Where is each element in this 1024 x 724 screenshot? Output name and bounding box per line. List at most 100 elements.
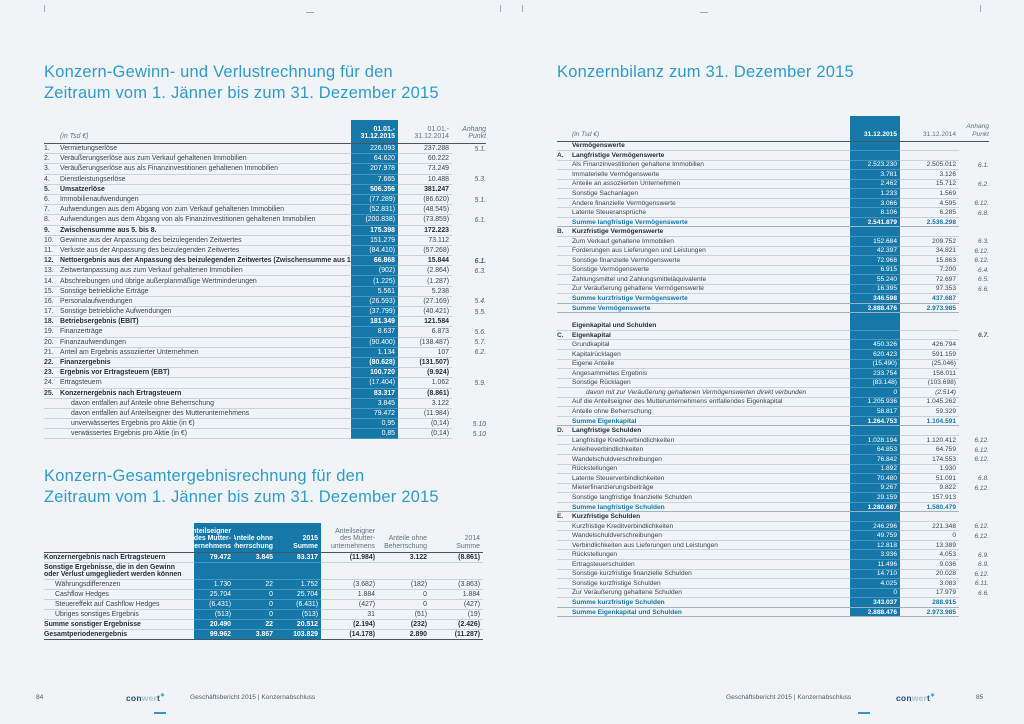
value-2014: 1.104.591 <box>900 417 959 427</box>
anhang-ref <box>452 389 486 399</box>
value-2015: 42.397 <box>850 246 900 257</box>
row-label: Eigenkapital <box>572 331 850 341</box>
value-2015: 64.853 <box>850 445 900 455</box>
value-2014 <box>900 331 959 341</box>
pnl-row: 13. Zeitwertanpassung aus zum Verkauf geh… <box>44 266 487 277</box>
value-2014: (25.046) <box>900 360 959 370</box>
value-2015: 2.888.476 <box>850 303 900 314</box>
value-2014 <box>378 563 430 581</box>
value-2015: 151.279 <box>351 235 398 246</box>
row-label: Konzernergebnis nach Ertragsteuern <box>60 389 351 399</box>
value-2014: (427) <box>321 600 378 611</box>
page-left: Konzern-Gewinn- und Verlustrechnung für … <box>44 62 487 641</box>
value-2014: (11.984) <box>321 553 378 564</box>
value-2014: 1.884 <box>430 590 483 601</box>
row-number: 22. <box>44 358 60 369</box>
row-label: Anteile an assoziierten Unternehmen <box>572 180 850 190</box>
value-2014: 13.389 <box>900 541 959 551</box>
value-2014: 3.083 <box>900 579 959 589</box>
anhang-ref <box>959 417 989 427</box>
anhang-ref: 6.3. <box>978 238 989 246</box>
value-2015: (84.410) <box>351 245 398 257</box>
value-2015: 8.106 <box>850 208 900 218</box>
value-2015: 620.423 <box>850 349 900 360</box>
value-2014: 4.595 <box>900 199 959 209</box>
value-2014: (2.514) <box>900 388 959 398</box>
row-label: Sonstige betriebliche Erträge <box>60 287 351 297</box>
anhang-ref <box>959 350 989 360</box>
row-label: Rückstellungen <box>572 550 850 561</box>
row-label: Grundkapital <box>572 340 850 350</box>
anhang-ref <box>959 503 989 513</box>
value-2015: 55.240 <box>850 275 900 285</box>
anhang-ref <box>452 205 486 215</box>
value-2014: (3.682) <box>321 580 378 591</box>
section-letter <box>557 237 572 247</box>
section-letter: E. <box>557 512 572 522</box>
pnl-row: verwässertes Ergebnis pro Aktie (in €) 0,… <box>44 429 486 440</box>
balance-row: Anteile ohne Beherrschung 58.817 59.329 <box>557 407 989 417</box>
value-2015: 79.472 <box>194 553 234 564</box>
anhang-ref: 6.12. <box>974 532 989 540</box>
value-2014: (2.426) <box>430 620 483 631</box>
oci-row-item: Währungsdifferenzen 1.730 22 1.752 (3.682) (1… <box>44 580 486 591</box>
row-label: Sonstige Rücklagen <box>572 379 850 389</box>
spacer-cell <box>44 523 194 554</box>
value-2015: 3.781 <box>850 170 900 180</box>
row-label: Summe Vermögenswerte <box>572 304 850 314</box>
row-label: davon entfallen auf Anteilseigner des Mu… <box>60 409 351 420</box>
row-label: Summe Eigenkapital und Schulden <box>572 608 850 618</box>
balance-row: Summe Eigenkapital und Schulden 2.888.476… <box>557 607 989 618</box>
pnl-row: 12. Nettoergebnis aus der Anpassung des b… <box>44 256 486 267</box>
row-label: Gewinne aus der Anpassung des beizulegen… <box>60 236 351 246</box>
value-2014: (103.698) <box>900 379 959 389</box>
row-label: Vermietungserlöse <box>60 144 351 155</box>
value-2015: 20.512 <box>276 620 321 631</box>
value-2015: (17.404) <box>351 378 398 389</box>
balance-row: B. Kurzfristige Vermögenswerte <box>557 227 989 237</box>
title-line: Konzernbilanz zum 31. Dezember 2015 <box>557 63 854 81</box>
anhang-ref: 5.1. <box>474 145 487 153</box>
row-label: Umsatzerlöse <box>60 185 351 195</box>
row-label: Summe langfristige Schulden <box>572 503 850 513</box>
row-label: davon mit zur Veräußerung gehaltenen Ver… <box>572 388 850 398</box>
anhang-ref: 6.3. <box>474 267 487 275</box>
value-2015: 29.159 <box>850 493 900 503</box>
value-2014 <box>430 563 483 581</box>
value-2014: (14.178) <box>321 630 378 641</box>
value-2015 <box>850 426 900 436</box>
balance-row: Latente Steueransprüche 8.106 6.285 6.8. <box>557 208 989 218</box>
section-letter <box>557 531 572 541</box>
value-2015: (37.799) <box>351 307 398 318</box>
value-2014: 107 <box>398 348 452 358</box>
section-letter <box>557 379 572 389</box>
value-2015: 0 <box>850 588 900 599</box>
row-number: 5. <box>44 185 60 195</box>
value-2015 <box>850 512 900 522</box>
oci-row-item: Gesamtperiodenergebnis 99.962 3.867 103.829… <box>44 630 486 641</box>
value-2014: 156.011 <box>900 369 959 379</box>
anhang-ref <box>959 294 989 304</box>
row-number: 21. <box>44 348 60 358</box>
row-label: Summe Eigenkapital <box>572 417 850 427</box>
value-2014: (0,14) <box>398 419 452 430</box>
row-label: Kapitalrücklagen <box>572 350 850 360</box>
section-letter <box>557 321 572 331</box>
section-letter <box>557 350 572 360</box>
value-2015 <box>850 141 900 152</box>
section-letter <box>557 294 572 304</box>
crop-mark <box>700 12 708 13</box>
value-2015: 22 <box>234 580 276 591</box>
value-2015 <box>850 313 900 322</box>
pnl-row: 17. Sonstige betriebliche Aufwendungen (37… <box>44 307 486 318</box>
anhang-ref <box>959 388 989 398</box>
value-2014: 0 <box>900 531 959 541</box>
section-letter <box>557 570 572 580</box>
value-2014: (2.864) <box>398 266 452 277</box>
value-2014: 172.223 <box>398 226 452 236</box>
row-label <box>572 313 850 321</box>
value-2015: 2.888.476 <box>850 607 900 618</box>
pnl-row: 19. Finanzerträge 8.637 6.873 5.6. <box>44 327 486 338</box>
value-2014: 1.580.479 <box>900 503 959 513</box>
balance-row: Mieterfinanzierungsbeiträge 9.267 9.822 6.1… <box>557 483 989 494</box>
